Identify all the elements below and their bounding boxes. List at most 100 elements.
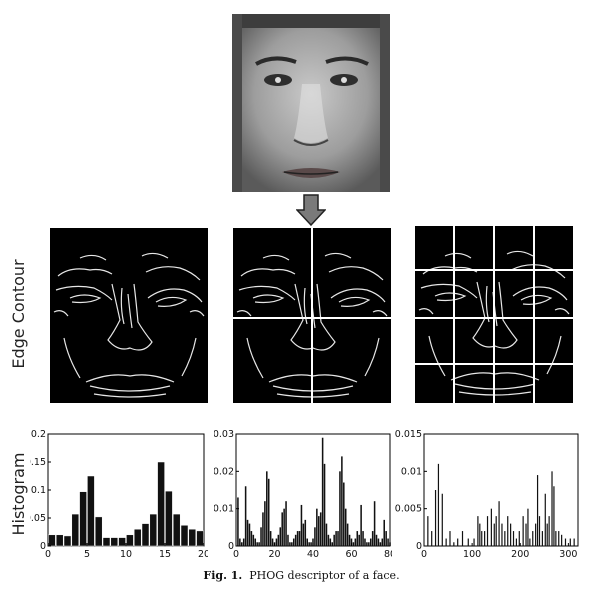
- histogram-bar: [373, 501, 376, 546]
- x-tick-label: 15: [159, 549, 171, 560]
- histogram-bar: [312, 538, 314, 546]
- histogram-bar: [434, 490, 437, 546]
- histogram-bar: [481, 531, 483, 546]
- histogram-bar: [335, 531, 337, 546]
- histogram-bar: [308, 542, 310, 546]
- histogram-bar: [383, 519, 385, 546]
- histogram-bar: [285, 501, 287, 546]
- x-tick-label: 60: [345, 549, 357, 560]
- histogram-bar: [246, 519, 249, 546]
- histogram-bar: [360, 504, 362, 546]
- histogram-bar: [323, 463, 326, 546]
- y-tick-label: 0.2: [31, 429, 46, 440]
- histogram-bar: [352, 542, 355, 546]
- histogram-bar: [314, 527, 316, 546]
- histogram-bar: [333, 534, 335, 546]
- histogram-bar: [321, 437, 324, 546]
- histogram-bar: [538, 516, 541, 546]
- x-tick-label: 0: [45, 549, 51, 560]
- histogram-bar: [329, 538, 332, 546]
- edge-contour-level-1: [233, 228, 391, 403]
- y-tick-label: 0.05: [30, 513, 46, 524]
- histogram-bar: [569, 538, 571, 546]
- histogram-level-0: 0 5 10 15 20 0 0.05 0.1 0.15 0.2: [30, 429, 208, 560]
- histogram-bar: [437, 463, 440, 546]
- histogram-bar: [267, 478, 270, 546]
- figure-caption: Fig. 1. PHOG descriptor of a face.: [0, 569, 603, 582]
- histogram-bar: [457, 538, 459, 546]
- histogram-bar: [477, 516, 479, 546]
- x-tick-label: 0: [233, 549, 239, 560]
- histogram-bar: [561, 534, 563, 546]
- histogram-bar: [271, 538, 274, 546]
- histogram-bar: [165, 490, 173, 547]
- histogram-bar: [343, 482, 345, 546]
- histogram-bar: [461, 531, 464, 546]
- histogram-bar: [55, 534, 64, 547]
- histogram-bar: [344, 508, 347, 546]
- histogram-bar: [294, 534, 297, 546]
- y-tick-label: 0.015: [395, 429, 422, 440]
- y-tick-label: 0.03: [214, 429, 234, 440]
- histogram-bar: [512, 531, 515, 546]
- histogram-bar: [358, 534, 360, 546]
- histogram-bar: [573, 538, 575, 546]
- histogram-bar: [529, 538, 531, 546]
- histogram-bar: [453, 542, 455, 546]
- histogram-bar: [387, 538, 389, 546]
- histogram-bar: [546, 523, 548, 546]
- histogram-bar: [331, 542, 334, 546]
- histogram-bar: [484, 531, 486, 546]
- histogram-bar: [289, 542, 291, 546]
- histogram-bar: [126, 534, 134, 547]
- histogram-bar: [381, 538, 384, 546]
- histogram-bar: [522, 516, 524, 546]
- histogram-bar: [427, 516, 429, 546]
- plot-frame: [235, 433, 391, 547]
- histogram-bar: [252, 534, 255, 546]
- histogram-bar: [325, 523, 328, 546]
- histogram-bar: [486, 516, 489, 546]
- histogram-bar: [377, 538, 380, 546]
- y-tick-label: 0.01: [401, 466, 422, 477]
- y-tick-label: 0.02: [214, 466, 234, 477]
- histogram-bar: [316, 508, 318, 546]
- y-tick-label: 0.1: [31, 485, 46, 496]
- histogram-bar: [63, 535, 72, 547]
- caption-text: PHOG descriptor of a face.: [249, 569, 400, 582]
- histogram-bar: [188, 528, 197, 547]
- x-tick-label: 40: [307, 549, 319, 560]
- histogram-bar: [133, 528, 142, 547]
- histogram-bar: [490, 508, 492, 546]
- histogram-bar: [441, 493, 443, 546]
- histogram-bar: [244, 486, 247, 546]
- histogram-bar: [277, 534, 280, 546]
- histogram-bar: [467, 538, 469, 546]
- histogram-bar: [339, 471, 341, 546]
- x-tick-label: 10: [120, 549, 132, 560]
- histogram-bar: [341, 456, 343, 546]
- histogram-bar: [356, 531, 359, 546]
- histogram-bar: [371, 531, 374, 546]
- histogram-bar: [279, 527, 282, 546]
- x-tick-label: 80: [384, 549, 392, 560]
- histogram-bar: [250, 531, 253, 546]
- histogram-bar: [239, 538, 241, 546]
- histogram-bar: [493, 523, 495, 546]
- histogram-bar: [118, 537, 126, 547]
- histogram-bar: [141, 523, 150, 547]
- histogram-bar: [541, 531, 543, 546]
- histogram-bar: [310, 542, 312, 546]
- histogram-bar: [431, 531, 433, 546]
- edge-contour-label: Edge Contour: [9, 259, 28, 369]
- histogram-bar: [296, 531, 299, 546]
- histogram-bar: [354, 538, 357, 546]
- histogram-bar: [248, 523, 251, 546]
- histogram-bar: [196, 530, 204, 547]
- histogram-bar: [379, 542, 382, 546]
- histogram-bar: [157, 461, 165, 547]
- x-tick-label: 0: [421, 549, 427, 560]
- histogram-bar: [258, 542, 260, 546]
- histogram-bar: [535, 523, 537, 546]
- y-tick-label: 0: [228, 541, 234, 552]
